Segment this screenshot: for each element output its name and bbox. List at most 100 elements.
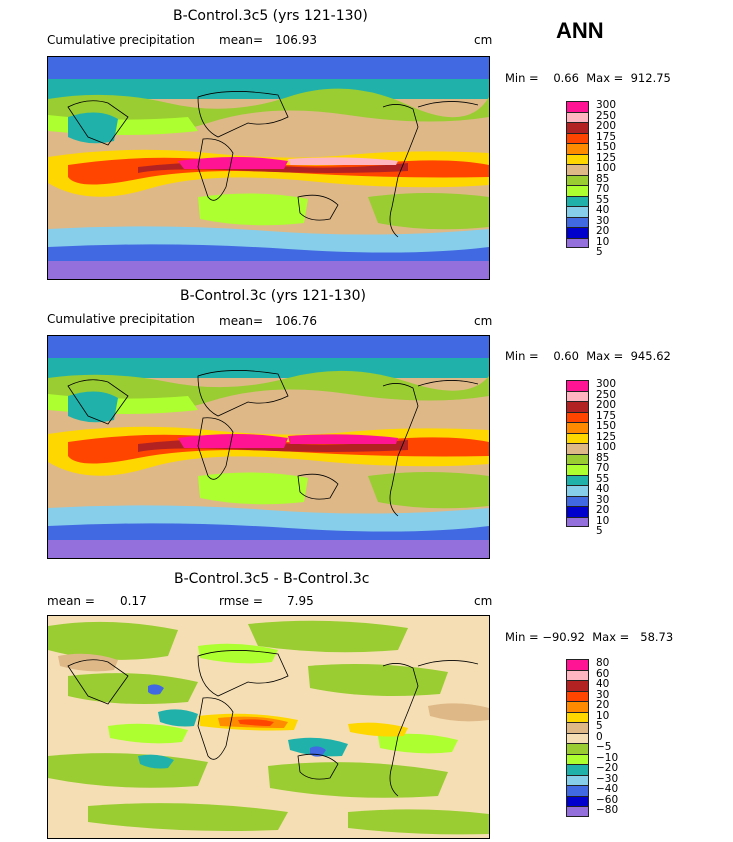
legend-tick-label: 125 bbox=[596, 151, 617, 164]
legend-swatch bbox=[566, 453, 589, 464]
legend-swatch bbox=[566, 185, 589, 196]
legend-tick-label: 30 bbox=[596, 688, 610, 701]
legend-swatch bbox=[566, 680, 589, 691]
panel-3-minmax: Min = −90.92 Max = 58.73 bbox=[505, 630, 674, 644]
legend-tick-label: 30 bbox=[596, 493, 610, 506]
legend-tick-label: 10 bbox=[596, 235, 610, 248]
legend-tick-label: 85 bbox=[596, 172, 610, 185]
panel-3-rmse-value: 7.95 bbox=[287, 594, 314, 608]
legend-swatch bbox=[566, 206, 589, 217]
legend-swatch bbox=[566, 216, 589, 227]
legend-tick-label: 20 bbox=[596, 699, 610, 711]
legend-swatch bbox=[566, 464, 589, 475]
legend-swatch bbox=[566, 411, 589, 422]
legend-tick-label: 250 bbox=[596, 109, 617, 122]
panel-3-mean-label: mean = bbox=[47, 594, 95, 608]
legend-tick-label: 200 bbox=[596, 120, 617, 132]
legend-tick-label: 250 bbox=[596, 388, 617, 401]
legend-swatch bbox=[566, 153, 589, 164]
panel-2-units: cm bbox=[474, 314, 493, 328]
legend-tick-label: 100 bbox=[596, 162, 617, 174]
legend-swatch bbox=[566, 432, 589, 443]
legend-tick-label: −5 bbox=[596, 741, 612, 753]
legend-swatch bbox=[566, 237, 589, 248]
legend-swatch bbox=[566, 732, 589, 743]
legend-swatch bbox=[566, 506, 589, 517]
panel-3-rmse-label: rmse = bbox=[219, 594, 263, 608]
panel-1-legend: 300 250 200 175 150 125 100 85 70 55 40 30 20 10 5 bbox=[566, 99, 626, 276]
legend-tick-label: 20 bbox=[596, 504, 610, 516]
legend-tick-label: −80 bbox=[596, 804, 619, 816]
legend-tick-label: −10 bbox=[596, 751, 619, 764]
legend-swatch bbox=[566, 101, 589, 112]
season-label: ANN bbox=[556, 18, 604, 43]
legend-tick-label: 5 bbox=[596, 720, 603, 732]
panel-1-mean-value: 106.93 bbox=[275, 33, 317, 47]
panel-1-map bbox=[47, 56, 490, 280]
legend-swatch bbox=[566, 722, 589, 733]
legend-swatch bbox=[566, 806, 589, 817]
panel-2-legend: 300 250 200 175 150 125 100 85 70 55 40 30 20 10 5 bbox=[566, 379, 626, 555]
legend-swatch bbox=[566, 474, 589, 485]
legend-tick-label: 10 bbox=[596, 709, 610, 722]
legend-tick-label: 80 bbox=[596, 657, 610, 669]
legend-swatch bbox=[566, 711, 589, 722]
legend-swatch bbox=[566, 495, 589, 506]
legend-swatch bbox=[566, 753, 589, 764]
legend-tick-label: 60 bbox=[596, 667, 610, 680]
legend-tick-label: 40 bbox=[596, 678, 610, 690]
legend-swatch bbox=[566, 132, 589, 143]
legend-tick-label: 150 bbox=[596, 141, 617, 153]
legend-swatch bbox=[566, 774, 589, 785]
legend-tick-label: 10 bbox=[596, 514, 610, 527]
legend-swatch bbox=[566, 669, 589, 680]
panel-1-units: cm bbox=[474, 33, 493, 47]
panel-3-units: cm bbox=[474, 594, 493, 608]
legend-swatch bbox=[566, 516, 589, 527]
panel-2-minmax: Min = 0.60 Max = 945.62 bbox=[505, 349, 671, 363]
legend-tick-label: 55 bbox=[596, 472, 610, 485]
legend-swatch bbox=[566, 164, 589, 175]
panel-1-mean-label: mean= bbox=[219, 33, 264, 47]
panel-3-legend: 80 60 40 30 20 10 5 0 −5 −10 −20 −30 −40 −60 −80 bbox=[566, 657, 626, 834]
panel-2-variable-label: Cumulative precipitation bbox=[47, 312, 195, 326]
legend-tick-label: 5 bbox=[596, 525, 603, 537]
legend-tick-label: 0 bbox=[596, 730, 603, 743]
legend-swatch bbox=[566, 743, 589, 754]
legend-tick-label: 300 bbox=[596, 99, 617, 111]
legend-swatch bbox=[566, 195, 589, 206]
legend-swatch bbox=[566, 795, 589, 806]
panel-2-map bbox=[47, 335, 490, 559]
legend-tick-label: 85 bbox=[596, 451, 610, 464]
legend-swatch bbox=[566, 422, 589, 433]
legend-swatch bbox=[566, 443, 589, 454]
legend-tick-label: 100 bbox=[596, 441, 617, 453]
legend-swatch bbox=[566, 143, 589, 154]
legend-swatch bbox=[566, 690, 589, 701]
panel-3-title: B-Control.3c5 - B-Control.3c bbox=[174, 571, 370, 587]
legend-swatch bbox=[566, 390, 589, 401]
legend-tick-label: 20 bbox=[596, 225, 610, 237]
panel-1-variable-label: Cumulative precipitation bbox=[47, 33, 195, 47]
legend-swatch bbox=[566, 122, 589, 133]
panel-2-mean-label: mean= bbox=[219, 314, 264, 328]
legend-swatch bbox=[566, 701, 589, 712]
legend-swatch bbox=[566, 785, 589, 796]
legend-tick-label: −40 bbox=[596, 783, 619, 795]
legend-tick-label: −30 bbox=[596, 772, 619, 785]
panel-1-title: B-Control.3c5 (yrs 121-130) bbox=[173, 8, 368, 24]
legend-swatch bbox=[566, 764, 589, 775]
legend-tick-label: 150 bbox=[596, 420, 617, 432]
legend-tick-label: 5 bbox=[596, 246, 603, 258]
legend-tick-label: 55 bbox=[596, 193, 610, 206]
legend-swatch bbox=[566, 380, 589, 391]
legend-tick-label: 200 bbox=[596, 399, 617, 411]
legend-tick-label: −20 bbox=[596, 762, 619, 774]
legend-tick-label: 70 bbox=[596, 462, 610, 474]
legend-swatch bbox=[566, 401, 589, 412]
legend-tick-label: 125 bbox=[596, 430, 617, 443]
legend-tick-label: 175 bbox=[596, 130, 617, 143]
legend-swatch bbox=[566, 227, 589, 238]
legend-tick-label: 30 bbox=[596, 214, 610, 227]
legend-swatch bbox=[566, 174, 589, 185]
